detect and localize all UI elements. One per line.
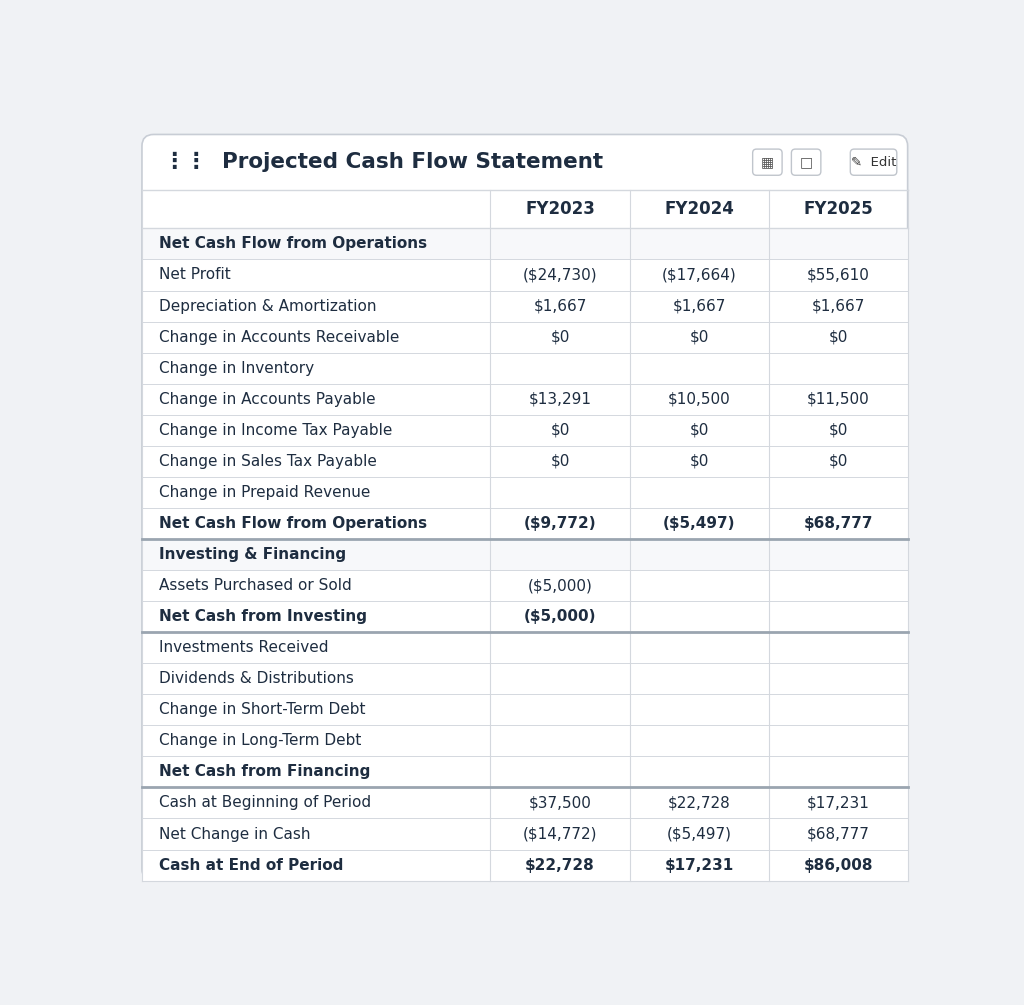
Text: $17,231: $17,231: [807, 795, 869, 810]
Text: Change in Income Tax Payable: Change in Income Tax Payable: [159, 423, 392, 438]
Text: Net Change in Cash: Net Change in Cash: [159, 826, 310, 841]
Bar: [142, 508, 907, 539]
Text: $1,667: $1,667: [812, 298, 865, 314]
Text: Depreciation & Amortization: Depreciation & Amortization: [159, 298, 377, 314]
Text: ($5,497): ($5,497): [667, 826, 732, 841]
Bar: [142, 788, 907, 818]
Text: Change in Accounts Payable: Change in Accounts Payable: [159, 392, 376, 407]
Bar: [142, 694, 907, 726]
FancyBboxPatch shape: [792, 149, 821, 175]
Bar: [142, 539, 907, 570]
Text: $0: $0: [690, 423, 709, 438]
Text: Investments Received: Investments Received: [159, 640, 329, 655]
Text: FY2023: FY2023: [525, 200, 595, 218]
Text: $10,500: $10,500: [668, 392, 731, 407]
Text: $17,231: $17,231: [665, 857, 734, 872]
Text: $0: $0: [828, 330, 848, 345]
Text: Cash at Beginning of Period: Cash at Beginning of Period: [159, 795, 371, 810]
Text: Cash at End of Period: Cash at End of Period: [159, 857, 343, 872]
Text: Change in Sales Tax Payable: Change in Sales Tax Payable: [159, 454, 377, 468]
Text: Change in Prepaid Revenue: Change in Prepaid Revenue: [159, 484, 371, 499]
Text: ($5,000): ($5,000): [523, 609, 596, 624]
Bar: [142, 757, 907, 788]
Bar: [142, 259, 907, 290]
Text: Net Cash Flow from Operations: Net Cash Flow from Operations: [159, 516, 427, 531]
Text: ✎  Edit: ✎ Edit: [851, 156, 896, 169]
Text: ($17,664): ($17,664): [662, 267, 736, 282]
Bar: [142, 415, 907, 446]
Text: Change in Long-Term Debt: Change in Long-Term Debt: [159, 734, 361, 749]
Bar: [142, 726, 907, 757]
Text: Net Cash Flow from Operations: Net Cash Flow from Operations: [159, 236, 427, 251]
Text: $0: $0: [690, 330, 709, 345]
Text: Net Cash from Investing: Net Cash from Investing: [159, 609, 367, 624]
Bar: [142, 663, 907, 694]
Text: $13,291: $13,291: [528, 392, 592, 407]
Text: FY2025: FY2025: [804, 200, 873, 218]
Text: ($24,730): ($24,730): [522, 267, 597, 282]
Text: $11,500: $11,500: [807, 392, 869, 407]
Bar: [142, 322, 907, 353]
Text: $0: $0: [550, 454, 569, 468]
Text: FY2024: FY2024: [665, 200, 734, 218]
Text: Change in Inventory: Change in Inventory: [159, 361, 314, 376]
Text: $0: $0: [828, 423, 848, 438]
FancyBboxPatch shape: [753, 149, 782, 175]
Text: Assets Purchased or Sold: Assets Purchased or Sold: [159, 578, 352, 593]
Bar: [142, 228, 907, 259]
Text: $0: $0: [690, 454, 709, 468]
Bar: [142, 818, 907, 849]
Text: ($5,497): ($5,497): [664, 516, 735, 531]
Bar: [142, 601, 907, 632]
Text: $55,610: $55,610: [807, 267, 869, 282]
Text: $1,667: $1,667: [534, 298, 587, 314]
Text: $68,777: $68,777: [804, 516, 873, 531]
Text: $0: $0: [550, 423, 569, 438]
Text: $68,777: $68,777: [807, 826, 869, 841]
Text: ▦: ▦: [761, 155, 774, 169]
Text: $0: $0: [828, 454, 848, 468]
Text: $86,008: $86,008: [804, 857, 873, 872]
Text: $22,728: $22,728: [668, 795, 731, 810]
Bar: [142, 849, 907, 880]
Text: Net Cash from Financing: Net Cash from Financing: [159, 765, 371, 780]
Bar: [142, 446, 907, 476]
Bar: [142, 353, 907, 384]
Text: ($14,772): ($14,772): [523, 826, 597, 841]
Text: Change in Short-Term Debt: Change in Short-Term Debt: [159, 702, 366, 718]
Text: $22,728: $22,728: [525, 857, 595, 872]
Bar: [142, 476, 907, 508]
Text: $1,667: $1,667: [673, 298, 726, 314]
Text: □: □: [800, 155, 813, 169]
Bar: [142, 290, 907, 322]
Text: $0: $0: [550, 330, 569, 345]
Text: Investing & Financing: Investing & Financing: [159, 547, 346, 562]
Bar: [142, 632, 907, 663]
FancyBboxPatch shape: [850, 149, 897, 175]
Text: ⋮⋮  Projected Cash Flow Statement: ⋮⋮ Projected Cash Flow Statement: [164, 152, 603, 172]
Text: Dividends & Distributions: Dividends & Distributions: [159, 671, 354, 686]
Text: Change in Accounts Receivable: Change in Accounts Receivable: [159, 330, 399, 345]
Text: ($5,000): ($5,000): [527, 578, 593, 593]
Text: Net Profit: Net Profit: [159, 267, 230, 282]
Text: ($9,772): ($9,772): [523, 516, 596, 531]
FancyBboxPatch shape: [142, 135, 907, 880]
Bar: [142, 384, 907, 415]
Text: $37,500: $37,500: [528, 795, 592, 810]
Bar: [142, 570, 907, 601]
